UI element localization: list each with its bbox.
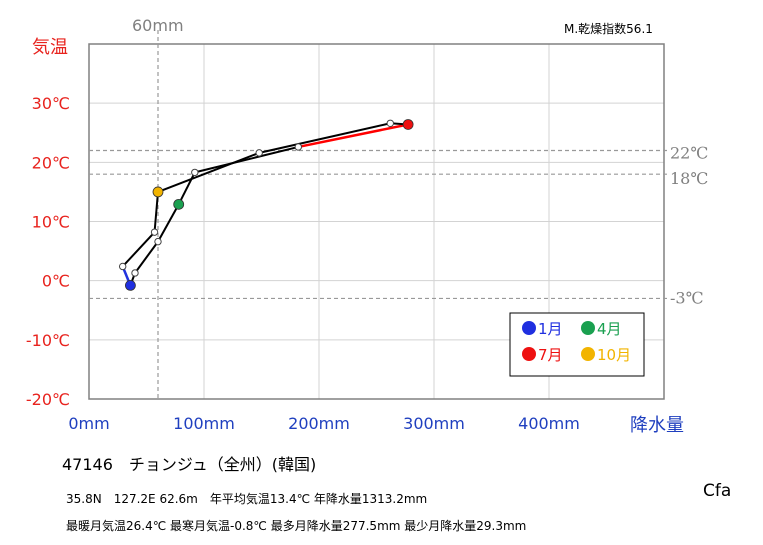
y-tick-label: -20℃ bbox=[26, 390, 70, 409]
month-path-segment bbox=[134, 241, 159, 274]
temp-ref-label: 18℃ bbox=[670, 169, 708, 188]
month-point-1 bbox=[124, 279, 136, 291]
month-path-segment bbox=[258, 122, 391, 154]
x-tick-label: 0mm bbox=[68, 414, 109, 433]
month-path-segment bbox=[121, 231, 156, 268]
month-path-segment bbox=[157, 151, 260, 193]
month-point-2 bbox=[131, 269, 139, 277]
legend-marker-7 bbox=[522, 347, 536, 361]
month-point-4 bbox=[173, 198, 185, 210]
temp-ref-label: -3℃ bbox=[670, 288, 703, 307]
dryness-index-label: M.乾燥指数56.1 bbox=[564, 22, 653, 36]
y-tick-label: 10℃ bbox=[32, 213, 70, 232]
month-path-segment bbox=[194, 145, 299, 174]
x-tick-label: 100mm bbox=[173, 414, 235, 433]
month-point-8 bbox=[386, 119, 394, 127]
station-line-2: 35.8N 127.2E 62.6m 年平均気温13.4℃ 年降水量1313.2… bbox=[66, 492, 428, 506]
x-axis-label: 降水量 bbox=[630, 415, 684, 436]
month-point-12 bbox=[118, 262, 127, 271]
station-line-3: 最暖月気温26.4℃ 最寒月気温-0.8℃ 最多月降水量277.5mm 最少月降… bbox=[66, 519, 527, 533]
temp-ref-label: 22℃ bbox=[670, 144, 708, 163]
x-tick-label: 200mm bbox=[288, 414, 350, 433]
month-path-segment bbox=[298, 123, 409, 149]
legend-label-4: 4月 bbox=[597, 320, 622, 338]
month-point-7 bbox=[402, 119, 414, 130]
month-point-6 bbox=[294, 143, 302, 151]
legend-marker-10 bbox=[581, 347, 595, 361]
month-point-9 bbox=[255, 149, 263, 157]
month-path-segment bbox=[157, 203, 180, 243]
month-point-5 bbox=[191, 168, 199, 177]
y-tick-label: 20℃ bbox=[32, 153, 70, 172]
y-tick-label: -10℃ bbox=[26, 331, 70, 350]
month-point-10 bbox=[152, 186, 164, 198]
month-point-3 bbox=[154, 237, 162, 246]
y-tick-label: 30℃ bbox=[32, 94, 70, 113]
climate-class-label: Cfa bbox=[703, 481, 732, 501]
x-tick-label: 300mm bbox=[403, 414, 465, 433]
station-line-1: 47146 チョンジュ（全州）(韓国) bbox=[62, 455, 317, 474]
legend-label-1: 1月 bbox=[538, 320, 563, 338]
month-point-11 bbox=[150, 228, 159, 236]
precip-ref-label: 60mm bbox=[132, 16, 184, 35]
y-tick-label: 0℃ bbox=[42, 272, 70, 291]
legend-label-7: 7月 bbox=[538, 346, 563, 364]
plot-frame bbox=[88, 43, 665, 400]
y-axis-label: 気温 bbox=[32, 37, 68, 58]
legend-label-10: 10月 bbox=[597, 346, 631, 364]
x-tick-label: 400mm bbox=[518, 414, 580, 433]
legend-marker-1 bbox=[522, 321, 536, 335]
month-path-segment bbox=[153, 191, 159, 233]
legend-marker-4 bbox=[581, 321, 595, 335]
